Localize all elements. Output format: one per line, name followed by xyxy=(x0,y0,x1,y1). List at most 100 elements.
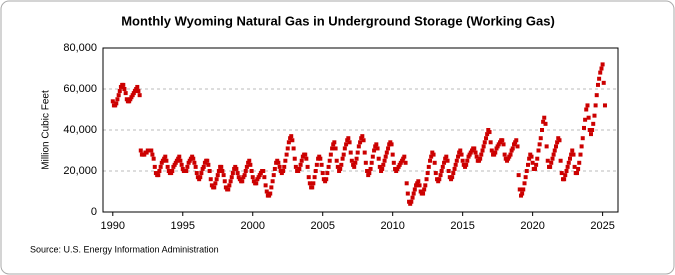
data-point xyxy=(192,160,197,165)
data-point xyxy=(132,89,137,94)
data-point xyxy=(272,166,277,171)
data-point xyxy=(215,173,220,178)
data-point xyxy=(362,150,367,155)
data-point xyxy=(312,175,317,180)
data-point xyxy=(355,150,360,155)
data-point xyxy=(580,136,585,141)
data-point xyxy=(435,177,440,182)
data-point xyxy=(307,181,312,186)
data-point xyxy=(452,166,457,171)
data-point xyxy=(537,142,542,147)
data-point xyxy=(360,134,365,139)
data-point xyxy=(445,158,450,163)
data-point xyxy=(487,130,492,135)
data-point xyxy=(482,140,487,145)
data-point xyxy=(365,169,370,173)
data-point xyxy=(149,148,154,153)
data-point xyxy=(298,162,303,167)
data-point xyxy=(248,162,253,167)
data-point xyxy=(458,148,463,153)
data-point xyxy=(117,89,122,94)
x-tick-label: 2005 xyxy=(310,220,334,232)
data-point xyxy=(186,160,191,165)
data-point xyxy=(184,169,189,173)
data-point xyxy=(316,156,321,161)
data-point xyxy=(424,177,429,182)
data-point xyxy=(479,152,484,157)
data-point xyxy=(258,171,263,176)
data-point xyxy=(556,136,561,141)
data-point xyxy=(400,158,405,163)
data-point xyxy=(142,152,147,157)
data-point xyxy=(138,148,143,153)
data-point xyxy=(428,158,433,163)
data-point xyxy=(129,95,134,100)
data-point xyxy=(595,82,600,87)
data-point xyxy=(541,119,546,124)
data-point xyxy=(447,175,452,180)
data-point xyxy=(559,171,564,176)
data-point xyxy=(520,191,525,196)
plot-border xyxy=(102,47,619,213)
data-point xyxy=(300,154,305,159)
data-point xyxy=(495,144,500,149)
data-point xyxy=(363,160,368,165)
data-point xyxy=(288,136,293,141)
data-point xyxy=(327,158,332,163)
data-point xyxy=(227,183,232,188)
data-point xyxy=(177,154,182,159)
data-point xyxy=(303,152,308,157)
data-point xyxy=(366,173,371,178)
data-point xyxy=(374,142,379,147)
data-point xyxy=(526,162,531,167)
data-point xyxy=(118,84,123,89)
plot-area: 0 20,000 40,000 60,000 80,000 1990 1995 2000 200… xyxy=(63,42,619,232)
data-point xyxy=(594,93,599,98)
data-point xyxy=(535,156,540,161)
data-point xyxy=(232,166,237,171)
data-point xyxy=(212,185,217,190)
data-point xyxy=(401,156,406,161)
data-point xyxy=(444,154,449,159)
data-point xyxy=(268,191,273,196)
data-point xyxy=(398,160,403,165)
data-point xyxy=(163,154,168,159)
data-point xyxy=(241,175,246,180)
data-point xyxy=(463,164,468,169)
data-point xyxy=(121,82,126,87)
data-point xyxy=(279,171,284,176)
data-point xyxy=(408,201,413,206)
data-point xyxy=(116,93,121,98)
data-point xyxy=(235,171,240,176)
data-point xyxy=(470,148,475,153)
data-point xyxy=(550,156,555,161)
data-point xyxy=(412,187,417,192)
data-point xyxy=(122,87,127,91)
data-point xyxy=(264,189,269,194)
data-point xyxy=(277,164,282,169)
data-point xyxy=(286,140,291,145)
data-point xyxy=(130,93,135,98)
data-point xyxy=(353,160,358,165)
data-point xyxy=(416,179,421,184)
data-point xyxy=(234,166,239,171)
y-tick-label: 40,000 xyxy=(63,124,97,136)
data-point xyxy=(402,154,407,159)
data-point xyxy=(250,175,255,180)
data-point xyxy=(584,107,589,112)
data-point xyxy=(124,97,129,102)
data-point xyxy=(173,160,178,165)
data-point xyxy=(404,181,409,186)
data-point xyxy=(188,156,193,161)
data-point xyxy=(128,97,133,102)
data-point xyxy=(464,162,469,167)
data-point xyxy=(382,158,387,163)
data-point xyxy=(381,162,386,167)
data-point xyxy=(131,91,136,96)
data-point xyxy=(496,142,501,147)
data-point xyxy=(442,160,447,165)
data-point xyxy=(467,152,472,157)
data-point xyxy=(588,132,593,137)
data-point xyxy=(549,160,554,165)
